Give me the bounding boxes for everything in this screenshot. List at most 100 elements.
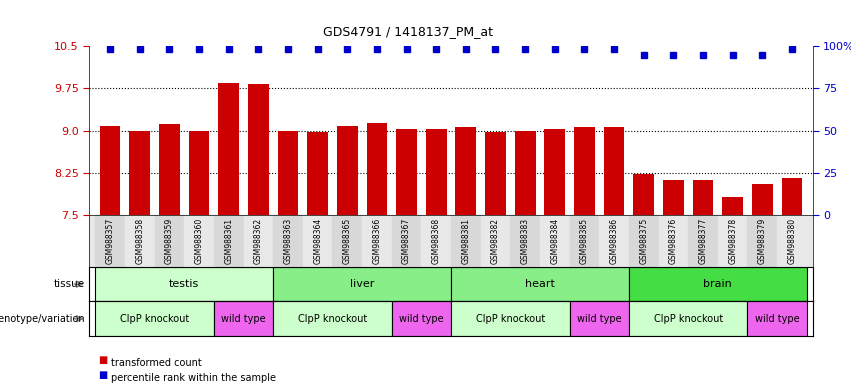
Bar (781, 178, 802, 215)
Text: ClpP knockout: ClpP knockout (120, 314, 189, 324)
Bar (777, 215, 807, 267)
Bar (603, 127, 625, 215)
Text: transformed count: transformed count (111, 358, 202, 368)
Bar (159, 124, 180, 215)
Text: GSM988359: GSM988359 (165, 218, 174, 264)
Bar (688, 215, 718, 267)
Bar (722, 197, 743, 215)
Bar (214, 301, 273, 336)
Bar (481, 215, 511, 267)
Bar (189, 131, 209, 215)
Text: brain: brain (704, 279, 732, 289)
Bar (574, 127, 595, 215)
Bar (273, 215, 303, 267)
Bar (633, 174, 654, 215)
Text: wild type: wild type (755, 314, 799, 324)
Bar (451, 301, 569, 336)
Bar (540, 215, 569, 267)
Bar (367, 123, 387, 215)
Text: GSM988384: GSM988384 (551, 218, 559, 264)
Bar (273, 267, 451, 301)
Bar (333, 215, 362, 267)
Text: GSM988383: GSM988383 (521, 218, 529, 264)
Text: GSM988385: GSM988385 (580, 218, 589, 264)
Text: GSM988365: GSM988365 (343, 218, 351, 264)
Bar (184, 215, 214, 267)
Text: liver: liver (350, 279, 374, 289)
Bar (659, 215, 688, 267)
Bar (273, 301, 391, 336)
Text: GSM988381: GSM988381 (461, 218, 471, 264)
Text: GDS4791 / 1418137_PM_at: GDS4791 / 1418137_PM_at (323, 25, 494, 38)
Bar (629, 215, 659, 267)
Bar (95, 215, 125, 267)
Bar (747, 301, 807, 336)
Bar (362, 215, 391, 267)
Text: GSM988368: GSM988368 (431, 218, 441, 264)
Bar (129, 131, 150, 215)
Bar (569, 215, 599, 267)
Bar (599, 215, 629, 267)
Bar (391, 301, 451, 336)
Text: GSM988367: GSM988367 (402, 218, 411, 264)
Text: GSM988358: GSM988358 (135, 218, 145, 264)
Bar (214, 215, 243, 267)
Bar (451, 267, 629, 301)
Bar (629, 267, 807, 301)
Text: wild type: wild type (221, 314, 266, 324)
Text: wild type: wild type (399, 314, 443, 324)
Text: GSM988366: GSM988366 (373, 218, 381, 264)
Bar (243, 215, 273, 267)
Text: ClpP knockout: ClpP knockout (654, 314, 722, 324)
Text: GSM988379: GSM988379 (757, 218, 767, 264)
Text: GSM988376: GSM988376 (669, 218, 678, 264)
Text: GSM988360: GSM988360 (195, 218, 203, 264)
Text: GSM988378: GSM988378 (728, 218, 737, 264)
Text: wild type: wild type (577, 314, 621, 324)
Text: GSM988362: GSM988362 (254, 218, 263, 264)
Text: GSM988364: GSM988364 (313, 218, 323, 264)
Text: GSM988377: GSM988377 (699, 218, 707, 264)
Text: genotype/variation: genotype/variation (0, 314, 85, 324)
Bar (455, 127, 477, 215)
Bar (747, 215, 777, 267)
Bar (663, 180, 683, 215)
Bar (277, 131, 299, 215)
Bar (629, 301, 747, 336)
Bar (693, 180, 713, 215)
Bar (515, 131, 535, 215)
Text: GSM988361: GSM988361 (224, 218, 233, 264)
Bar (248, 84, 269, 215)
Bar (303, 215, 333, 267)
Text: ClpP knockout: ClpP knockout (298, 314, 367, 324)
Bar (391, 215, 421, 267)
Text: tissue: tissue (54, 279, 85, 289)
Text: GSM988380: GSM988380 (787, 218, 797, 264)
Text: ClpP knockout: ClpP knockout (476, 314, 545, 324)
Text: GSM988357: GSM988357 (106, 218, 115, 264)
Bar (125, 215, 155, 267)
Bar (511, 215, 540, 267)
Bar (718, 215, 747, 267)
Bar (100, 126, 121, 215)
Bar (421, 215, 451, 267)
Bar (569, 301, 629, 336)
Bar (219, 83, 239, 215)
Bar (426, 129, 447, 215)
Text: percentile rank within the sample: percentile rank within the sample (111, 373, 276, 383)
Text: ■: ■ (98, 370, 107, 380)
Text: heart: heart (525, 279, 555, 289)
Text: GSM988382: GSM988382 (491, 218, 500, 264)
Text: testis: testis (169, 279, 199, 289)
Bar (95, 301, 214, 336)
Text: ■: ■ (98, 355, 107, 365)
Text: GSM988375: GSM988375 (639, 218, 648, 264)
Bar (451, 215, 481, 267)
Bar (155, 215, 184, 267)
Text: GSM988363: GSM988363 (283, 218, 293, 264)
Text: GSM988386: GSM988386 (609, 218, 619, 264)
Bar (95, 267, 273, 301)
Bar (397, 129, 417, 215)
Bar (307, 132, 328, 215)
Bar (545, 129, 565, 215)
